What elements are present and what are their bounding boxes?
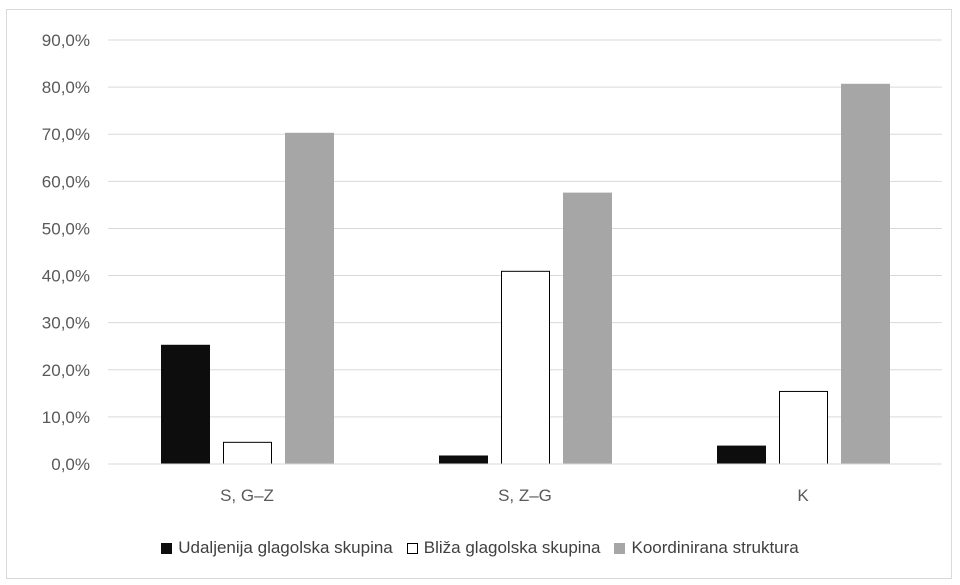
legend-swatch <box>161 542 173 554</box>
bar <box>563 192 612 465</box>
legend-item: Bliža glagolska skupina <box>406 538 601 558</box>
y-tick-label: 60,0% <box>42 172 90 191</box>
bar <box>161 344 210 465</box>
bar <box>439 455 488 465</box>
y-tick-label: 0,0% <box>51 455 90 474</box>
x-tick-label: S, Z–G <box>498 486 552 505</box>
bars <box>161 83 890 465</box>
x-tick-label: S, G–Z <box>220 486 274 505</box>
legend-item: Udaljenija glagolska skupina <box>161 538 393 558</box>
legend-label: Bliža glagolska skupina <box>423 538 601 557</box>
bar <box>841 83 890 465</box>
legend-item: Koordinirana struktura <box>614 538 799 558</box>
y-tick-label: 10,0% <box>42 408 90 427</box>
bar <box>223 441 272 465</box>
legend-label: Koordinirana struktura <box>631 538 799 557</box>
bar <box>779 390 828 465</box>
y-tick-label: 70,0% <box>42 125 90 144</box>
legend-swatch <box>406 542 418 554</box>
chart-frame <box>6 9 952 579</box>
bar <box>717 445 766 465</box>
y-tick-label: 40,0% <box>42 267 90 286</box>
x-tick-label: K <box>797 486 809 505</box>
y-axis-ticks: 0,0% 10,0% 20,0% 30,0% 40,0% 50,0% 60,0% 70,0% 8… <box>42 31 90 474</box>
y-tick-label: 80,0% <box>42 78 90 97</box>
legend-swatch <box>614 542 626 554</box>
y-tick-label: 30,0% <box>42 314 90 333</box>
bar <box>285 132 334 465</box>
y-tick-label: 20,0% <box>42 361 90 380</box>
legend-label: Udaljenija glagolska skupina <box>178 538 393 557</box>
y-tick-label: 50,0% <box>42 219 90 238</box>
bar <box>501 270 550 465</box>
legend: Udaljenija glagolska skupina Bliža glagol… <box>0 538 960 558</box>
y-tick-label: 90,0% <box>42 31 90 50</box>
x-axis-ticks: S, G–Z S, Z–G K <box>220 486 809 505</box>
